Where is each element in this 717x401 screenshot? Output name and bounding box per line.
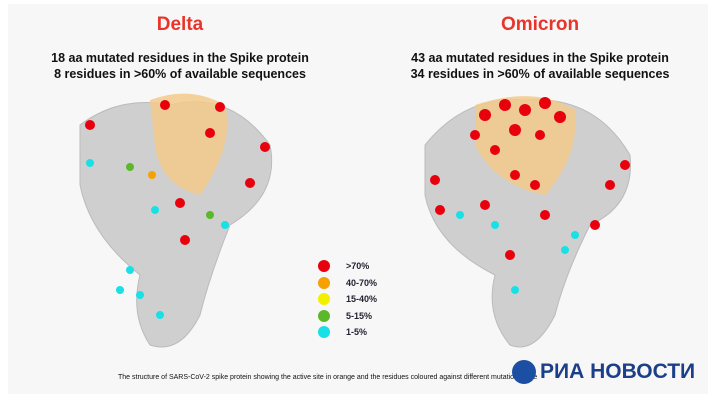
legend-swatch (318, 309, 330, 322)
legend-label: 40-70% (346, 277, 378, 288)
legend-label: 5-15% (346, 310, 373, 321)
legend-label: >70% (346, 261, 370, 272)
legend: >70% 40-70% 15-40% 5-15% 1-5% (318, 258, 377, 341)
ria-novosti-logo: РИА НОВОСТИ (512, 360, 695, 384)
delta-spike-structure (79, 93, 273, 348)
legend-swatch (318, 326, 330, 339)
legend-item: >70% (318, 258, 377, 275)
logo-text: РИА НОВОСТИ (540, 360, 696, 383)
omicron-subtitle: 43 aa mutated residues in the Spike prot… (380, 50, 700, 82)
legend-swatch (318, 276, 330, 289)
legend-item: 1-5% (318, 324, 377, 341)
omicron-residues (430, 97, 630, 294)
legend-item: 15-40% (318, 291, 377, 308)
omicron-spike-structure (424, 96, 631, 348)
legend-label: 1-5% (346, 327, 368, 338)
legend-item: 5-15% (318, 308, 377, 325)
legend-swatch (318, 293, 330, 306)
caption: The structure of SARS-CoV-2 spike protei… (118, 374, 538, 381)
legend-label: 15-40% (346, 294, 378, 305)
omicron-line2: 34 residues in >60% of available sequenc… (410, 67, 670, 81)
delta-line1: 18 aa mutated residues in the Spike prot… (51, 51, 309, 65)
delta-title: Delta (156, 14, 204, 35)
legend-swatch (318, 260, 330, 273)
legend-item: 40-70% (318, 275, 377, 292)
delta-line2: 8 residues in >60% of available sequence… (54, 67, 306, 81)
omicron-title: Omicron (500, 14, 580, 35)
delta-residues (85, 100, 270, 319)
delta-subtitle: 18 aa mutated residues in the Spike prot… (20, 50, 340, 82)
omicron-line1: 43 aa mutated residues in the Spike prot… (411, 51, 669, 65)
logo-icon (512, 360, 536, 384)
